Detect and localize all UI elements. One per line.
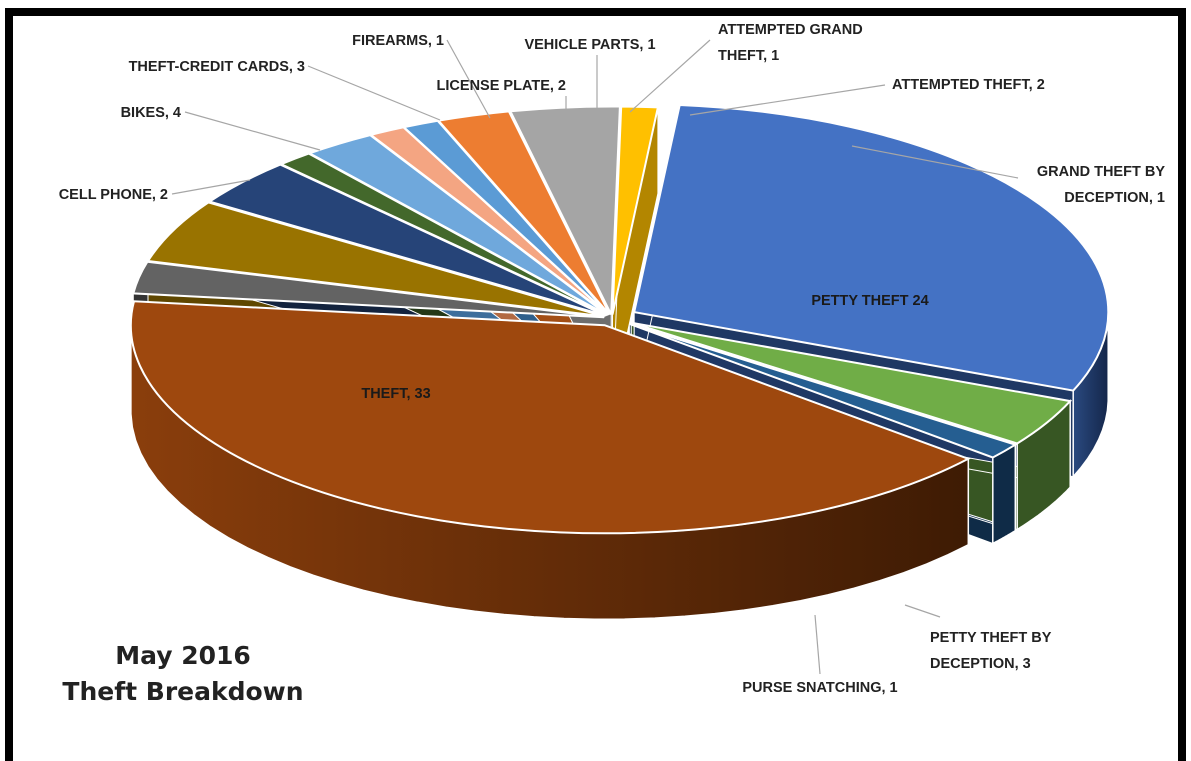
slice-label-attempted-theft: ATTEMPTED THEFT, 2 bbox=[892, 77, 1045, 93]
slice-label-petty-theft-by-deception: PETTY THEFT BY DECEPTION, 3 bbox=[930, 630, 1052, 672]
slice-labels: PETTY THEFT 24 PETTY THEFT BY DECEPTION, 3… bbox=[59, 22, 1166, 696]
slice-top-petty-theft bbox=[633, 103, 1110, 392]
slice-top-attempted-theft bbox=[436, 110, 611, 316]
leader-line-6 bbox=[307, 65, 441, 121]
leader-line-13 bbox=[851, 145, 1019, 179]
leader-lines bbox=[171, 39, 1019, 675]
slice-label-grand-theft-by-deception: GRAND THEFT BY DECEPTION, 1 bbox=[1037, 164, 1165, 206]
leader-line-5 bbox=[184, 111, 321, 151]
slice-label-bikes: BIKES, 4 bbox=[121, 105, 181, 121]
leader-line-4 bbox=[171, 179, 251, 195]
slice-label-theft-credit-cards: THEFT-CREDIT CARDS, 3 bbox=[129, 59, 305, 75]
slice-label-firearms: FIREARMS, 1 bbox=[352, 33, 444, 49]
slice-side-2 bbox=[992, 443, 1017, 545]
chart-title-line1: May 2016 bbox=[115, 641, 251, 670]
leader-line-1 bbox=[904, 604, 941, 618]
slice-top-grand-theft-by-deception bbox=[611, 105, 660, 315]
slice-label-vehicle-parts: VEHICLE PARTS, 1 bbox=[524, 37, 655, 53]
chart-frame bbox=[5, 8, 1186, 761]
chart-title-line2: Theft Breakdown bbox=[62, 677, 303, 706]
slice-label-cell-phone: CELL PHONE, 2 bbox=[59, 187, 168, 203]
slice-top-petty-theft-by-deception bbox=[631, 321, 1073, 445]
slice-label-theft: THEFT, 33 bbox=[361, 386, 430, 402]
slice-label-petty-theft: PETTY THEFT 24 bbox=[811, 293, 928, 309]
leader-line-7 bbox=[446, 39, 491, 119]
slice-top-unlabeled-gray- bbox=[508, 105, 621, 315]
leader-line-11 bbox=[689, 84, 886, 116]
slice-top-theft bbox=[129, 300, 971, 535]
slice-top-bikes bbox=[146, 201, 605, 318]
slice-label-purse-snatching: PURSE SNATCHING, 1 bbox=[742, 680, 897, 696]
slice-label-license-plate: LICENSE PLATE, 2 bbox=[437, 78, 566, 94]
leader-line-10 bbox=[629, 39, 711, 113]
pie-tops bbox=[129, 103, 1110, 535]
leader-line-2 bbox=[814, 614, 821, 675]
slice-label-attempted-grand-theft: ATTEMPTED GRAND THEFT, 1 bbox=[718, 22, 863, 64]
slice-top-purse-snatching bbox=[629, 322, 1018, 459]
